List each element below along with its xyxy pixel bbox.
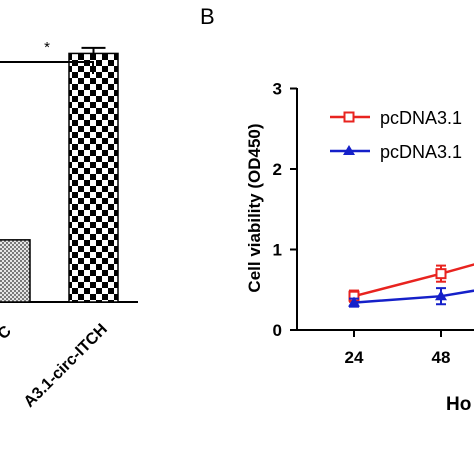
data-point-triangle bbox=[348, 296, 360, 307]
legend-label-2: pcDNA3.1 bbox=[380, 142, 462, 162]
y-axis-title: Cell viability (OD450) bbox=[245, 123, 264, 292]
y-tick-label: 3 bbox=[273, 80, 282, 99]
line-chart-panel: B Cell viability (OD450) 0 1 2 3 24 48 pcDNA… bbox=[200, 4, 474, 415]
bar-category-label-c: C bbox=[0, 322, 15, 343]
legend-marker-triangle bbox=[343, 145, 355, 155]
significance-bracket bbox=[0, 61, 94, 74]
legend-marker-square bbox=[343, 111, 355, 123]
data-point-triangle bbox=[435, 290, 447, 301]
significance-star: * bbox=[44, 39, 50, 56]
bar-circ-itch bbox=[68, 52, 119, 303]
bar-category-label-circ-itch: A3.1-circ-ITCH bbox=[21, 321, 111, 411]
bar-c bbox=[0, 239, 31, 303]
legend: pcDNA3.1 pcDNA3.1 bbox=[330, 108, 462, 162]
panel-b-letter: B bbox=[200, 4, 215, 29]
data-point-square bbox=[435, 268, 447, 280]
series-line bbox=[353, 263, 474, 298]
x-tick-label: 48 bbox=[432, 348, 451, 367]
y-tick-label: 1 bbox=[273, 241, 282, 260]
y-tick-label: 2 bbox=[273, 160, 282, 179]
bar-chart-panel: * C A3.1-circ-ITCH bbox=[0, 39, 138, 411]
x-tick-label: 24 bbox=[345, 348, 364, 367]
y-tick-label: 0 bbox=[273, 321, 282, 340]
legend-label-1: pcDNA3.1 bbox=[380, 108, 462, 128]
x-axis-title: Ho bbox=[446, 394, 471, 415]
